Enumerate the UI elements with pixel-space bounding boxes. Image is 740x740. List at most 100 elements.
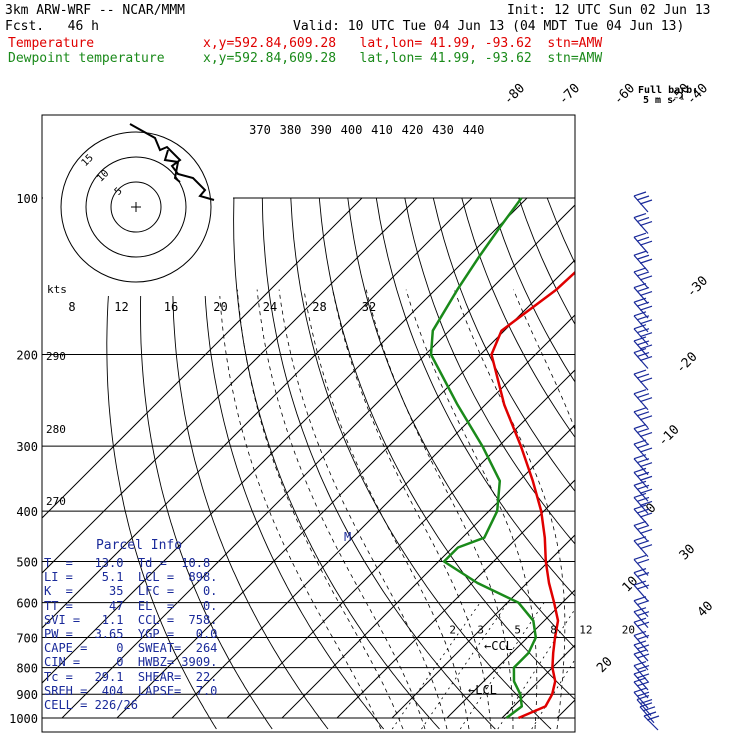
- wind-barb-flag: [636, 681, 650, 687]
- wind-barb-flag: [633, 640, 647, 646]
- moist-adiabat: [513, 289, 575, 431]
- wind-barb-flag: [633, 407, 647, 413]
- isotherm: [556, 699, 575, 719]
- wind-barb: [633, 673, 649, 691]
- theta-label: 380: [280, 123, 302, 137]
- dewpoint-location: x,y=592.84,609.28 lat,lon= 41.99, -93.62…: [203, 51, 603, 66]
- wind-barb-flag: [633, 607, 647, 613]
- valid-time: Valid: 10 UTC Tue 04 Jun 13 (04 MDT Tue …: [293, 19, 685, 34]
- wind-barb-flag: [636, 634, 650, 641]
- mixing-ratio-line: [391, 602, 481, 730]
- wind-barb-flag: [636, 584, 650, 590]
- wind-barb-flag: [636, 254, 650, 260]
- hodograph-trace: [129, 123, 215, 201]
- wind-barb: [633, 644, 649, 662]
- wind-barb-flag: [639, 488, 653, 494]
- wind-barb-flag: [633, 568, 647, 574]
- wind-barb-flag: [633, 520, 647, 526]
- wind-barb-flag: [639, 512, 653, 518]
- wind-barb-flag: [636, 558, 650, 565]
- wind-barb-flag: [636, 508, 650, 514]
- wind-barb-flag: [633, 504, 647, 510]
- wind-barb-flag: [636, 328, 650, 334]
- wind-barb: [633, 691, 649, 709]
- isotherm-label: 40: [695, 599, 717, 621]
- wind-barb-flag: [636, 351, 650, 358]
- wind-barb-flag: [633, 282, 647, 289]
- wind-barb-flag: [636, 496, 650, 503]
- wind-barb-flag: [633, 661, 647, 667]
- pressure-label: 100: [16, 192, 38, 206]
- wind-barb-flag: [633, 232, 647, 238]
- dry-adiabat: [172, 197, 329, 730]
- moist-adiabat: [405, 289, 538, 730]
- wind-barb-flag: [639, 344, 653, 350]
- parcel-info-panel: Parcel Info T = 13.0 Td = 10.8 LI = 5.1 L…: [44, 538, 234, 712]
- pressure-label: 300: [16, 440, 38, 454]
- wind-barb-flag: [633, 423, 647, 430]
- init-time: Init: 12 UTC Sun 02 Jun 13: [507, 3, 711, 18]
- wind-barb-flag: [636, 600, 650, 606]
- moist-adiabat: [365, 289, 514, 729]
- pressure-label: 700: [16, 631, 38, 645]
- wind-barb: [633, 621, 649, 639]
- dry-adiabat: [546, 197, 575, 264]
- wind-barb-flag: [636, 427, 650, 434]
- dry-adiabat: [375, 197, 575, 597]
- theta-side-label: 270: [46, 495, 66, 508]
- wind-barb-flag: [636, 340, 650, 346]
- dry-adiabat: [140, 197, 273, 730]
- mixing-ratio-label: 12: [579, 623, 592, 636]
- wind-barb-flag: [633, 267, 647, 273]
- wind-barb: [633, 584, 649, 602]
- wind-barb-flag: [633, 617, 647, 623]
- model-title: 3km ARW-WRF -- NCAR/MMM: [5, 3, 186, 18]
- wind-barb-flag: [639, 475, 653, 481]
- isotherm-label: -70: [556, 81, 583, 108]
- dry-adiabat: [233, 197, 440, 730]
- parcel-row: TT = 47 EL = 0.: [44, 598, 218, 613]
- isotherm: [42, 197, 418, 574]
- wind-barb-flag: [633, 439, 647, 445]
- hodograph-bg: [43, 116, 233, 296]
- pressure-label: 500: [16, 555, 38, 569]
- wind-barb-flag: [636, 271, 650, 277]
- hodograph-units: kts: [47, 283, 67, 296]
- wind-barb-flag: [633, 297, 647, 303]
- moist-adiabat: [332, 289, 492, 730]
- wind-barb-flag: [636, 572, 650, 578]
- isotherm: [116, 259, 575, 719]
- theta-label: 370: [249, 123, 271, 137]
- barb-legend-line1: Full barb:: [638, 85, 698, 96]
- wind-barb-flag: [633, 347, 647, 354]
- wind-barb-flag: [633, 677, 647, 683]
- forecast-hour: Fcst. 46 h: [5, 19, 99, 34]
- wind-barb-flag: [639, 290, 653, 297]
- mixing-ratio-label: 8: [550, 623, 557, 636]
- wind-barb-flag: [636, 673, 650, 679]
- wind-barb-flag: [636, 216, 650, 223]
- moist-adiabat: [303, 289, 470, 730]
- theta-side-label: 280: [46, 423, 66, 436]
- wind-barb-flag: [636, 195, 650, 201]
- wind-barb-flag: [639, 528, 653, 534]
- wind-barb-flag: [633, 687, 647, 693]
- isotherm-label: -10: [655, 422, 682, 449]
- wind-barb-flag: [639, 415, 653, 421]
- wind-barb-flag: [636, 611, 650, 617]
- isotherm: [281, 424, 575, 719]
- wind-barb-flag: [636, 653, 650, 659]
- wind-barb-flag: [636, 443, 650, 449]
- wind-barb-flag: [633, 250, 647, 256]
- wind-barb-flag: [633, 630, 647, 637]
- speed-tick-label: 24: [263, 300, 277, 314]
- hodograph-ring: [60, 131, 212, 283]
- pressure-label: 200: [16, 349, 38, 363]
- annotation-label: M: [344, 530, 351, 544]
- isotherm: [612, 198, 740, 718]
- speed-tick-label: 28: [312, 300, 326, 314]
- wind-barb-flag: [636, 691, 650, 697]
- wind-barb-flag: [639, 275, 653, 281]
- isotherm-label: 30: [677, 542, 699, 564]
- isotherm: [61, 204, 575, 719]
